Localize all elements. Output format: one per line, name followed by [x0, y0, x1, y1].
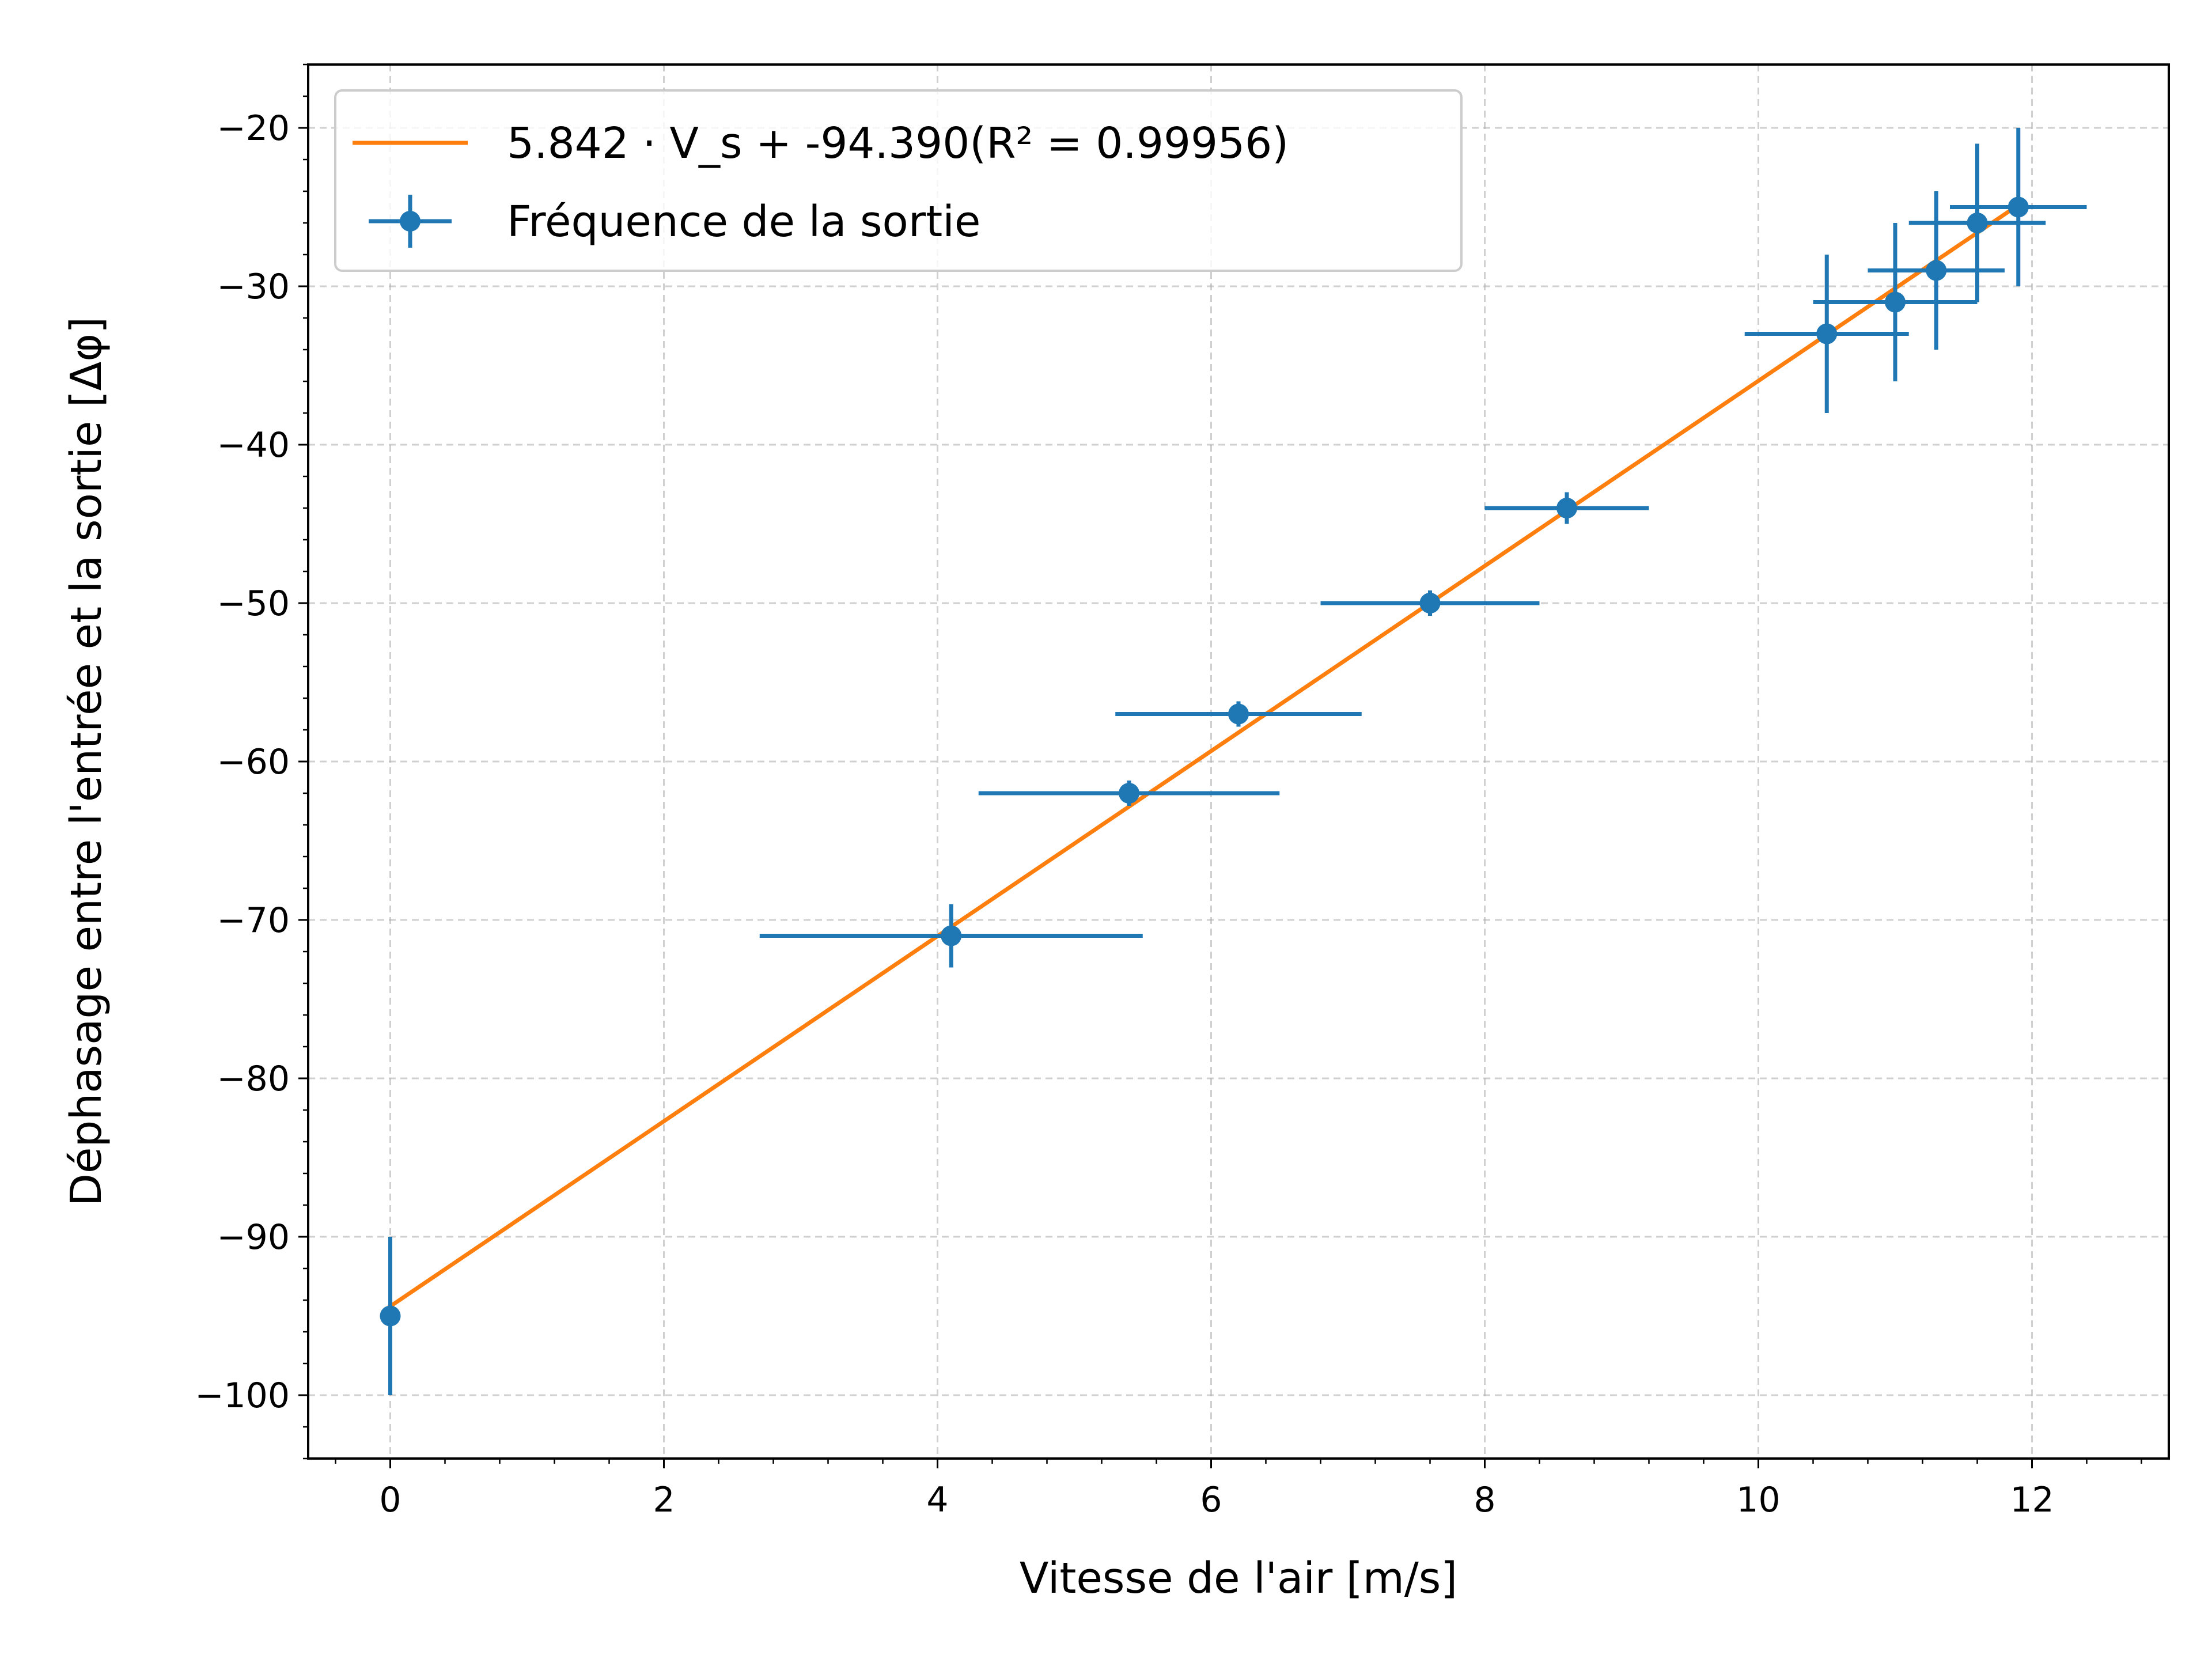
x-tick-label: 6: [1200, 1480, 1222, 1520]
x-tick-labels: 0 2 4 6 8 10 12: [379, 1480, 2054, 1520]
y-tick-label: −80: [217, 1059, 290, 1099]
plot-frame: [307, 63, 2170, 1460]
data-point: [1228, 703, 1249, 725]
data-point: [1926, 260, 1947, 281]
data-points: [380, 196, 2029, 1327]
x-tick-label: 8: [1474, 1480, 1495, 1520]
grid-lines: [308, 65, 2169, 1459]
legend-fit-label: 5.842 · V_s + -94.390(R² = 0.99956): [507, 119, 1289, 168]
y-tick-label: −30: [217, 267, 290, 307]
data-point: [2008, 196, 2029, 218]
legend-series-label: Fréquence de la sortie: [507, 197, 980, 247]
y-tick-label: −40: [217, 425, 290, 465]
y-tick-label: −20: [217, 108, 290, 149]
data-point: [1967, 213, 1988, 233]
legend: 5.842 · V_s + -94.390(R² = 0.99956) Fréq…: [334, 89, 1463, 272]
fit-line-layer: [387, 202, 2021, 1309]
x-tick-label: 10: [1736, 1480, 1780, 1520]
y-axis-label: Déphasage entre l'entrée et la sortie [Δ…: [62, 317, 111, 1206]
major-ticks: [298, 127, 2033, 1468]
x-tick-label: 2: [653, 1480, 675, 1520]
data-point: [1556, 498, 1577, 518]
y-tick-label: −50: [217, 584, 290, 624]
data-point: [1816, 323, 1838, 344]
data-point: [941, 925, 962, 946]
x-tick-label: 0: [379, 1480, 401, 1520]
y-tick-label: −60: [217, 742, 290, 782]
data-point: [1119, 783, 1139, 804]
data-point: [1419, 593, 1441, 613]
x-axis-label: Vitesse de l'air [m/s]: [1020, 1554, 1457, 1603]
y-tick-label: −90: [217, 1217, 290, 1257]
y-tick-label: −100: [195, 1376, 290, 1416]
data-point: [380, 1305, 401, 1327]
legend-box: [334, 89, 1463, 272]
y-tick-label: −70: [217, 900, 290, 941]
y-tick-labels: −20 −30 −40 −50 −60 −70 −80 −90 −100: [195, 108, 290, 1416]
x-tick-label: 12: [2010, 1480, 2054, 1520]
x-tick-label: 4: [926, 1480, 948, 1520]
legend-swatch-marker: [400, 211, 421, 232]
data-point: [1885, 291, 1906, 313]
legend-series-swatch: [369, 195, 452, 248]
fit-line: [387, 202, 2021, 1309]
